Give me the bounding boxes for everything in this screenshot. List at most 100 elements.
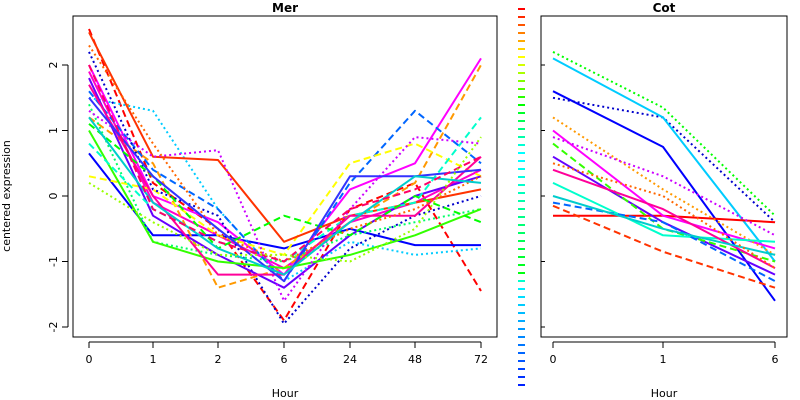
- color-key-swatch: [518, 200, 525, 202]
- color-key-swatch: [518, 56, 525, 58]
- mer-x-tick-label: 48: [408, 353, 422, 366]
- mer-series-line: [88, 142, 482, 256]
- mer-x-tick-label: 24: [343, 353, 357, 366]
- y-axis-label: centered expression: [0, 140, 13, 252]
- cot-series-line: [552, 201, 776, 282]
- mer-x-tick-label: 2: [215, 353, 222, 366]
- mer-y-tick-label: 1: [47, 127, 60, 134]
- color-key-swatch: [518, 96, 525, 98]
- mer-title: Mer: [272, 1, 298, 15]
- color-key-swatch: [518, 248, 525, 250]
- mer-x-tick-label: 0: [86, 353, 93, 366]
- cot-series-line: [552, 96, 776, 223]
- cot-series-line: [552, 51, 776, 217]
- color-key-swatch: [518, 288, 525, 290]
- color-key-swatch: [518, 232, 525, 234]
- color-key-swatch: [518, 376, 525, 378]
- mer-series-line: [88, 152, 481, 250]
- mer-series-lines: [88, 28, 482, 325]
- mer-x-tick-label: 1: [150, 353, 157, 366]
- cot-series-line: [552, 195, 776, 256]
- color-key-swatch: [518, 144, 525, 146]
- cot-series-line: [552, 129, 776, 250]
- color-key-swatch: [518, 48, 525, 50]
- cot-panel: Cot 0 1 6 Hour: [540, 1, 788, 400]
- color-key-swatch: [518, 384, 525, 386]
- mer-y-tick-label: -1: [47, 256, 60, 267]
- color-key-swatch: [518, 368, 525, 370]
- color-key-swatch: [518, 24, 525, 26]
- color-key-swatch: [518, 240, 525, 242]
- mer-panel: Mer 0 1 2 6 24 48 72 -2 -1 0 1 2 Hour centered exp…: [0, 1, 498, 400]
- cot-series-line: [552, 142, 776, 263]
- color-key-swatch: [518, 40, 525, 42]
- color-key-swatch: [518, 80, 525, 82]
- color-key-swatch: [518, 352, 525, 354]
- color-key-swatch: [518, 328, 525, 330]
- cot-x-axis: 0 1 6: [550, 341, 779, 366]
- color-key-swatch: [518, 16, 525, 18]
- cot-x-tick-label: 6: [772, 353, 779, 366]
- mer-series-line: [88, 136, 482, 263]
- mer-plot-frame: [72, 15, 498, 338]
- cot-series-line: [552, 181, 776, 243]
- color-key-swatch: [518, 360, 525, 362]
- mer-x-tick-label: 72: [474, 353, 488, 366]
- mer-y-tick-label: -2: [47, 322, 60, 333]
- color-key-swatch: [518, 192, 525, 194]
- mer-y-axis: -2 -1 0 1 2: [47, 62, 69, 333]
- cot-series-line: [552, 136, 776, 237]
- color-key-swatch: [518, 152, 525, 154]
- color-key-swatch: [518, 208, 525, 210]
- mer-series-line: [88, 77, 482, 289]
- color-key-swatch: [518, 168, 525, 170]
- mer-series-line: [88, 90, 482, 283]
- color-key-swatch: [518, 88, 525, 90]
- color-key-swatch: [518, 336, 525, 338]
- mer-x-axis-label: Hour: [272, 387, 299, 400]
- color-key-swatch: [518, 64, 525, 66]
- color-key-swatch: [518, 72, 525, 74]
- color-key-swatch: [518, 320, 525, 322]
- mer-series-line: [88, 116, 482, 276]
- color-key-swatch: [518, 224, 525, 226]
- mer-x-axis: 0 1 2 6 24 48 72: [86, 341, 488, 366]
- mer-series-line: [88, 130, 482, 270]
- cot-x-tick-label: 0: [550, 353, 557, 366]
- color-key-swatch: [518, 296, 525, 298]
- mer-series-line: [88, 103, 482, 263]
- mer-y-tick-label: 2: [47, 62, 60, 69]
- color-key-swatch: [518, 264, 525, 266]
- color-key-swatch: [518, 216, 525, 218]
- color-key-swatch: [518, 344, 525, 346]
- color-key-swatch: [518, 280, 525, 282]
- color-key-swatch: [518, 128, 525, 130]
- mer-y-tick-label: 0: [47, 193, 60, 200]
- color-key-swatch: [518, 112, 525, 114]
- mer-series-line: [88, 116, 482, 263]
- color-key-swatch: [518, 184, 525, 186]
- color-key-swatch: [518, 272, 525, 274]
- cot-x-tick-label: 1: [660, 353, 667, 366]
- cot-series-line: [552, 204, 776, 289]
- color-key-swatch: [518, 32, 525, 34]
- cot-series-line: [552, 116, 776, 256]
- color-key-swatch: [518, 104, 525, 106]
- cot-plot-frame: [540, 15, 788, 338]
- color-key-swatch: [518, 120, 525, 122]
- color-key-swatch: [518, 136, 525, 138]
- color-key-swatch: [518, 160, 525, 162]
- cot-series-line: [552, 57, 776, 263]
- mer-x-tick-label: 6: [281, 353, 288, 366]
- color-key-swatch: [518, 312, 525, 314]
- color-key-swatch: [518, 256, 525, 258]
- cot-title: Cot: [653, 1, 676, 15]
- color-key-swatch: [518, 176, 525, 178]
- mer-series-line: [88, 28, 482, 322]
- mer-series-line: [88, 64, 482, 263]
- color-key-swatch: [518, 8, 525, 10]
- cot-series-lines: [541, 51, 776, 328]
- cot-x-axis-label: Hour: [651, 387, 678, 400]
- color-key-swatch: [518, 304, 525, 306]
